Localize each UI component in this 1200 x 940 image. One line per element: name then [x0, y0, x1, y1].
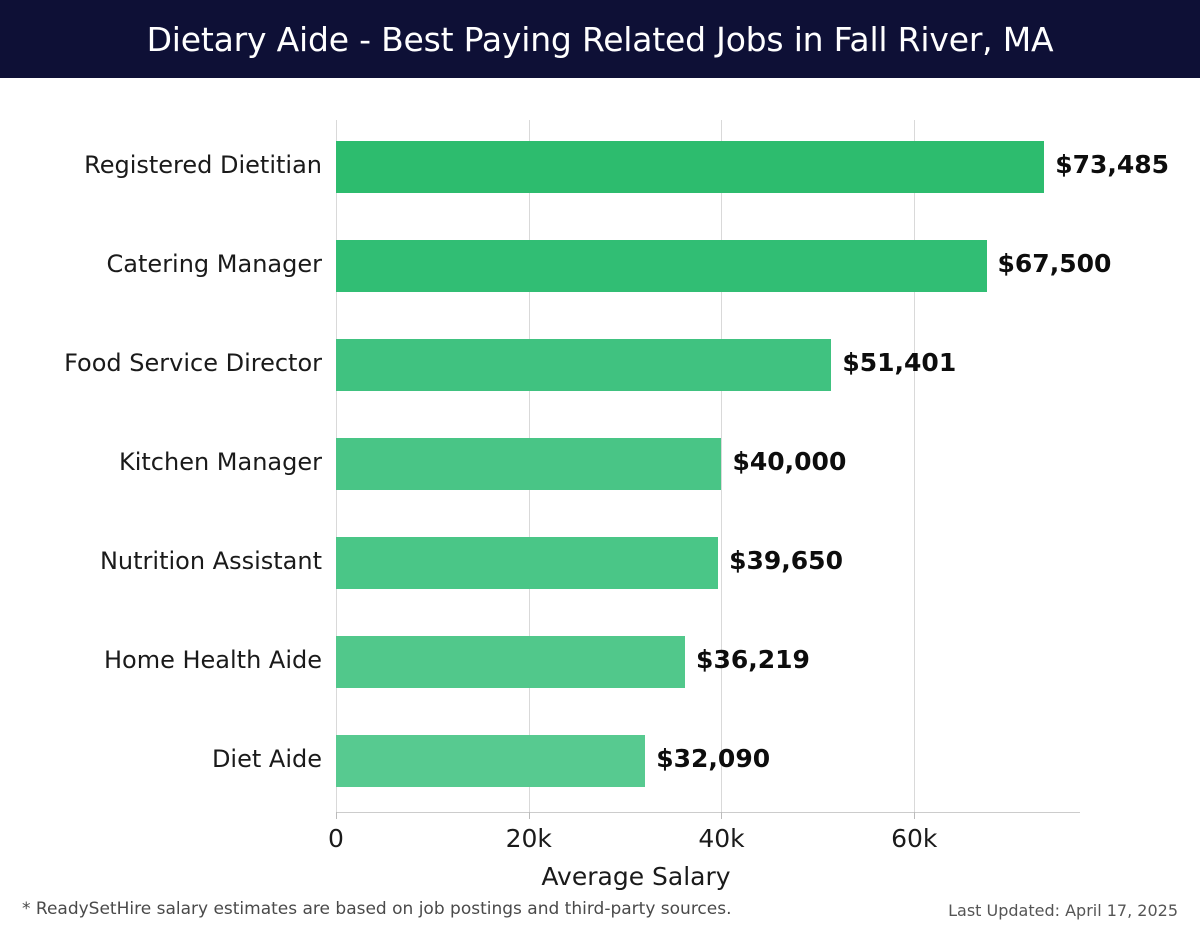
bar-catering-manager[interactable] [336, 240, 987, 293]
bar-value-label-catering-manager: $67,500 [997, 249, 1112, 279]
y-axis-label-catering-manager: Catering Manager [106, 250, 322, 279]
x-tick-label-20k: 20k [505, 824, 552, 853]
x-axis-title-text: Average Salary [541, 862, 731, 891]
x-tick-label-40k: 40k [698, 824, 745, 853]
x-tick-mark-0 [336, 812, 337, 819]
bar-kitchen-manager[interactable] [336, 438, 722, 490]
x-tick-mark-20k [528, 812, 530, 819]
y-axis-label-registered-dietitian: Registered Dietitian [84, 151, 322, 180]
bar-diet-aide[interactable] [336, 734, 646, 787]
y-axis-label-nutrition-assistant: Nutrition Assistant [99, 546, 322, 575]
gridline-40k [721, 120, 723, 812]
bar-value-label-diet-aide: $32,090 [656, 743, 771, 773]
y-axis-label-food-service-director: Food Service Director [64, 349, 322, 378]
x-axis-title: Average Salary [0, 862, 1200, 891]
bar-registered-dietitian[interactable] [336, 141, 1045, 194]
bar-chart: Registered Dietitian $73,485 Catering Mana… [0, 78, 1200, 940]
bar-value-label-home-health-aide: $36,219 [696, 644, 810, 674]
gridline-60k [914, 120, 916, 812]
x-tick-mark-60k [914, 812, 916, 819]
bar-nutrition-assistant[interactable] [336, 536, 719, 589]
footer-disclaimer: * ReadySetHire salary estimates are base… [22, 899, 732, 919]
x-axis-line [336, 812, 1080, 813]
bar-value-label-food-service-director: $51,401 [842, 348, 957, 378]
footer-last-updated: Last Updated: April 17, 2025 [948, 901, 1178, 920]
bar-value-label-nutrition-assistant: $39,650 [729, 545, 843, 575]
x-tick-label-0: 0 [328, 824, 344, 853]
y-axis-label-home-health-aide: Home Health Aide [103, 645, 322, 674]
bar-home-health-aide[interactable] [336, 635, 686, 688]
bar-value-label-kitchen-manager: $40,000 [732, 447, 847, 476]
page-title: Dietary Aide - Best Paying Related Jobs … [146, 19, 1054, 59]
x-tick-label-60k: 60k [891, 824, 938, 853]
y-axis-label-kitchen-manager: Kitchen Manager [118, 448, 322, 476]
bar-value-label-registered-dietitian: $73,485 [1055, 150, 1170, 180]
bar-food-service-director[interactable] [336, 339, 832, 392]
y-axis-label-diet-aide: Diet Aide [211, 744, 322, 773]
x-tick-mark-40k [721, 812, 723, 819]
chart-header-banner: Dietary Aide - Best Paying Related Jobs … [0, 0, 1200, 78]
